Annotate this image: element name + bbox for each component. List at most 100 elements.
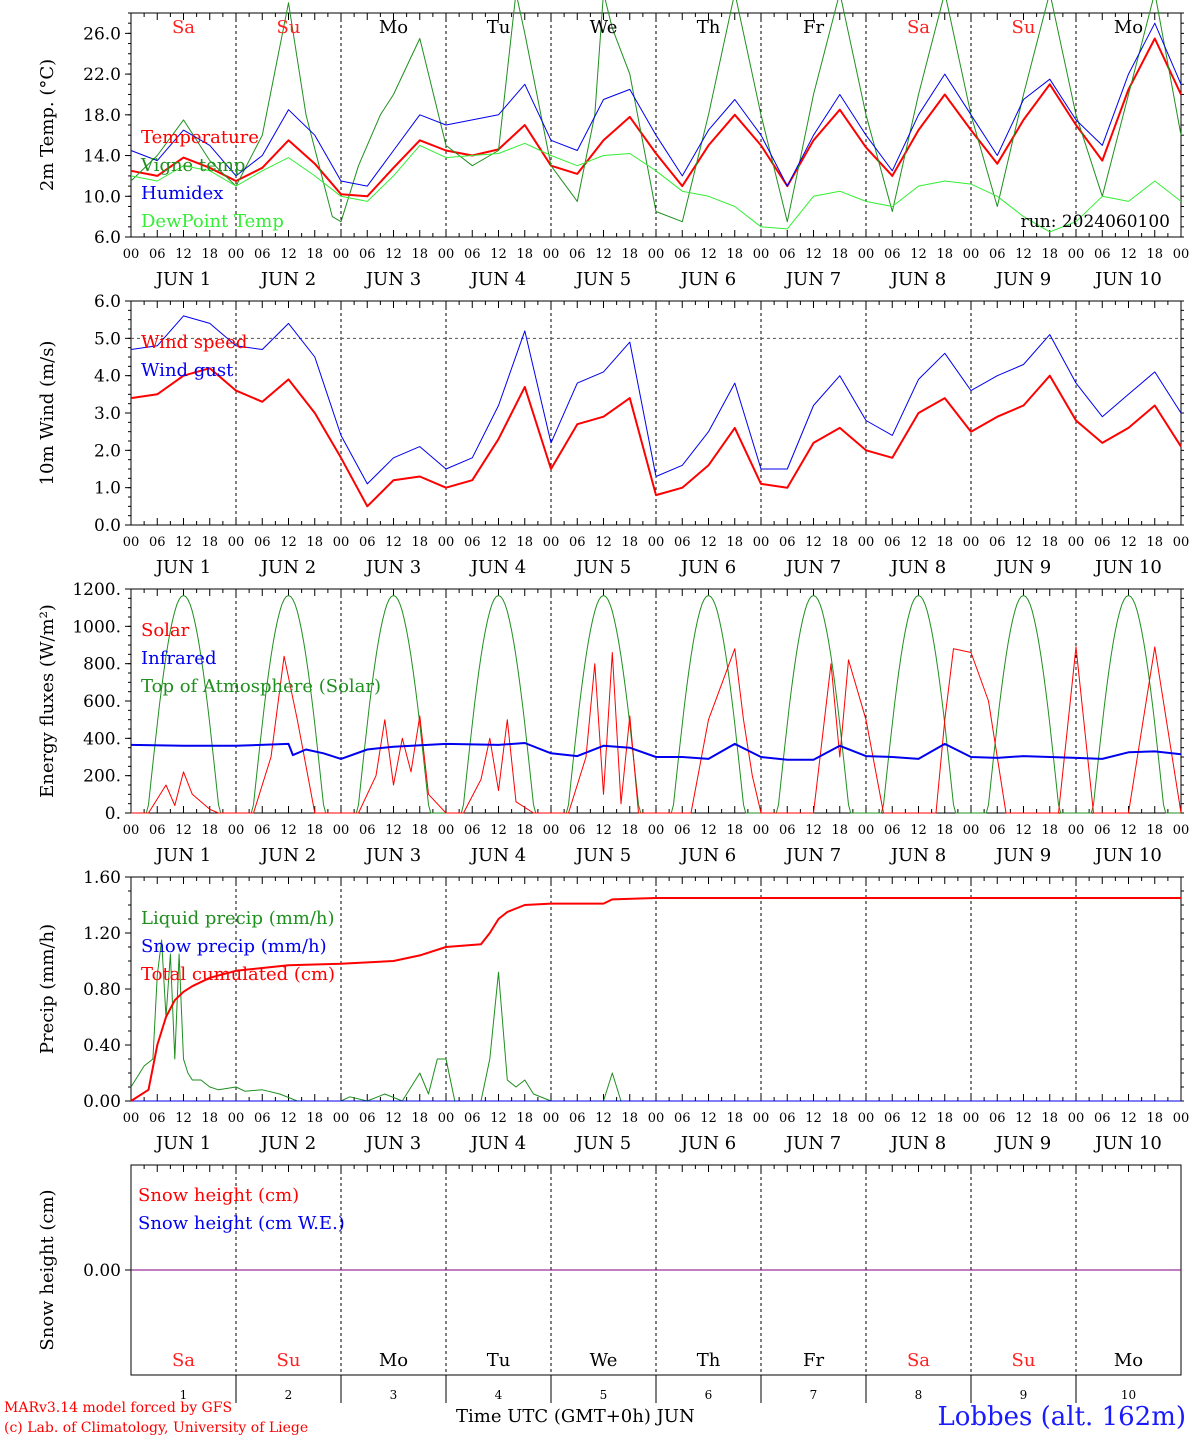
hour-label: 00: [123, 823, 140, 838]
hour-label: 18: [411, 247, 428, 262]
hour-label: 12: [175, 1111, 192, 1126]
hour-label: 06: [674, 535, 691, 550]
y-tick-label: 1.20: [83, 924, 121, 944]
hour-label: 06: [149, 823, 166, 838]
hour-label: 00: [1173, 535, 1190, 550]
y-tick-label: 5.0: [94, 329, 121, 349]
hour-label: 12: [910, 247, 927, 262]
date-label: JUN 6: [679, 845, 736, 866]
date-label: JUN 8: [889, 1133, 946, 1154]
hour-label: 00: [333, 1111, 350, 1126]
legend-entry: Liquid precip (mm/h): [141, 908, 335, 929]
hour-label: 00: [963, 247, 980, 262]
hour-label: 12: [385, 1111, 402, 1126]
hour-label: 06: [1094, 535, 1111, 550]
date-label: JUN 4: [469, 845, 526, 866]
date-label: JUN 6: [679, 1133, 736, 1154]
hour-label: 18: [516, 535, 533, 550]
hour-label: 12: [595, 247, 612, 262]
date-label: JUN 2: [259, 845, 316, 866]
hour-label: 06: [1094, 1111, 1111, 1126]
hour-label: 06: [359, 823, 376, 838]
hour-label: 06: [884, 247, 901, 262]
y-tick-label: 1000.: [72, 617, 121, 637]
hour-label: 00: [228, 823, 245, 838]
date-label: JUN 3: [364, 557, 421, 578]
legend-entry: Wind speed: [141, 332, 247, 353]
series-line-wind-0: [130, 367, 1182, 508]
hour-label: 18: [1146, 823, 1163, 838]
date-label: JUN 6: [679, 269, 736, 290]
hour-label: 18: [726, 247, 743, 262]
weekday-label: Mo: [379, 1350, 408, 1371]
hour-label: 12: [490, 247, 507, 262]
legend-entry: Humidex: [141, 183, 223, 204]
y-tick-label: 18.0: [83, 106, 121, 126]
series-line-energy-0: [131, 646, 1182, 814]
date-label: JUN 7: [784, 557, 841, 578]
legend-entry: Solar: [141, 620, 190, 641]
y-tick-label: 800.: [83, 655, 121, 675]
weekday-label: Tu: [487, 1350, 511, 1371]
day-number: 10: [1121, 1388, 1136, 1402]
hour-label: 00: [333, 535, 350, 550]
legend-entry: DewPoint Temp: [141, 211, 284, 232]
y-tick-label: 0.40: [83, 1036, 121, 1056]
hour-label: 12: [805, 535, 822, 550]
hour-label: 00: [228, 247, 245, 262]
hour-label: 12: [1015, 1111, 1032, 1126]
hour-label: 18: [1041, 535, 1058, 550]
hour-label: 06: [779, 1111, 796, 1126]
series-line-energy-1: [130, 742, 1182, 761]
date-label: JUN 9: [994, 1133, 1051, 1154]
hour-label: 12: [1015, 823, 1032, 838]
hour-label: 00: [333, 247, 350, 262]
hour-label: 12: [1120, 247, 1137, 262]
hour-label: 00: [753, 247, 770, 262]
hour-label: 00: [438, 1111, 455, 1126]
y-tick-label: 2.0: [94, 441, 121, 461]
date-label: JUN 2: [259, 1133, 316, 1154]
hour-label: 12: [175, 535, 192, 550]
legend-entry: Infrared: [141, 648, 216, 669]
hour-label: 00: [438, 247, 455, 262]
wind-panel: 0.0 1.0 2.0 3.0 4.0 5.0 6.0 10m Wind (m/s) Wind …: [37, 292, 1189, 578]
hour-label: 00: [1068, 823, 1085, 838]
hour-label: 18: [411, 823, 428, 838]
series-line-wind-1: [130, 315, 1182, 485]
hour-label: 18: [516, 247, 533, 262]
hour-label: 18: [726, 1111, 743, 1126]
hour-label: 06: [569, 823, 586, 838]
weekday-label: Fr: [803, 1350, 824, 1371]
hour-label: 00: [228, 1111, 245, 1126]
hour-label: 00: [1173, 1111, 1190, 1126]
hour-label: 06: [884, 823, 901, 838]
date-label: JUN 8: [889, 269, 946, 290]
series-line-temp-2: [130, 22, 1182, 187]
day-number: 3: [390, 1388, 398, 1402]
hour-label: 12: [1120, 535, 1137, 550]
hour-label: 18: [306, 535, 323, 550]
hour-label: 06: [254, 535, 271, 550]
hour-label: 18: [201, 247, 218, 262]
series-line-temp-1: [130, 0, 1182, 223]
date-label: JUN 1: [154, 1133, 211, 1154]
hour-label: 00: [858, 1111, 875, 1126]
hour-label: 12: [595, 1111, 612, 1126]
hour-label: 12: [805, 247, 822, 262]
hour-label: 00: [858, 247, 875, 262]
hour-label: 18: [1041, 1111, 1058, 1126]
hour-label: 12: [280, 535, 297, 550]
hour-label: 12: [910, 823, 927, 838]
hour-label: 00: [123, 1111, 140, 1126]
hour-label: 12: [805, 823, 822, 838]
date-label: JUN 10: [1093, 845, 1162, 866]
hour-label: 12: [175, 823, 192, 838]
hour-label: 00: [438, 823, 455, 838]
weekday-label: Su: [1012, 17, 1036, 38]
date-label: JUN 5: [574, 557, 631, 578]
weekday-label: Tu: [487, 17, 511, 38]
hour-label: 00: [1068, 535, 1085, 550]
hour-label: 00: [858, 535, 875, 550]
